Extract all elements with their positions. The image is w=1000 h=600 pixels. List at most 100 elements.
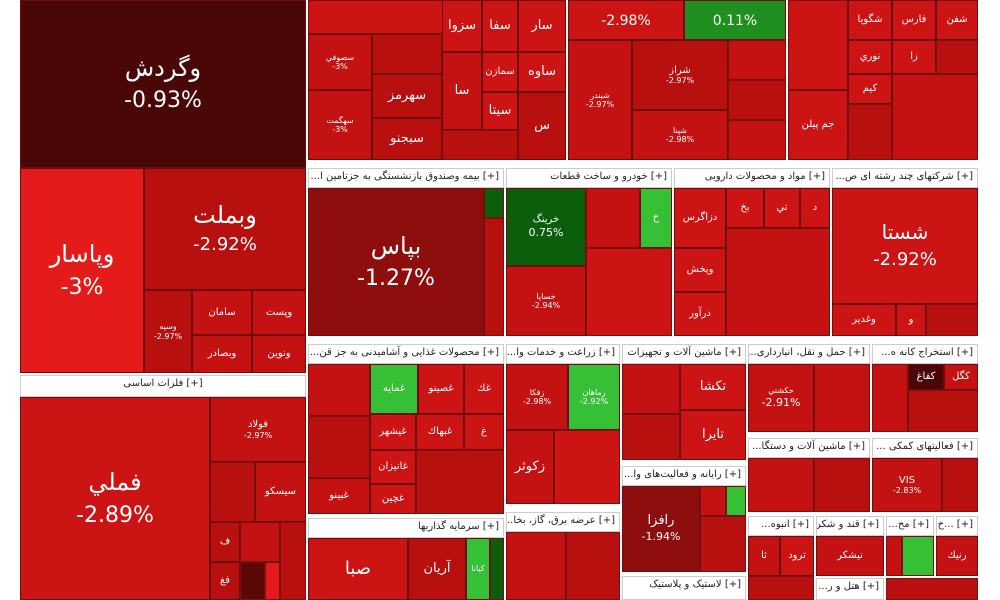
tile-saharmaz[interactable]: سهرمز <box>372 74 442 118</box>
tile-top-green[interactable]: 0.11% <box>684 0 786 40</box>
tile-small[interactable] <box>788 0 848 90</box>
group-header-mass[interactable]: [+] انبوه... <box>748 516 814 536</box>
tile-sa[interactable]: سا <box>442 52 482 130</box>
tile-kgol[interactable]: كگل <box>944 364 978 390</box>
tile-small[interactable] <box>622 364 680 414</box>
tile-small[interactable] <box>908 390 978 432</box>
tile-vnovin[interactable]: ونوین <box>252 335 306 373</box>
tile-semazan[interactable]: سمازن <box>482 52 518 92</box>
tile-small[interactable] <box>442 130 518 160</box>
tile-vgardesh[interactable]: وگردش -0.93% <box>20 0 306 168</box>
group-header-food[interactable]: [+] محصولات غذایی و آشامیدنی به جز قن... <box>308 344 504 364</box>
tile-tayera[interactable]: تايرا <box>680 410 746 460</box>
tile-sisko[interactable]: سیسکو <box>255 462 306 522</box>
tile-small[interactable] <box>942 458 978 512</box>
tile-small[interactable] <box>748 458 814 512</box>
tile-small[interactable] <box>886 536 902 576</box>
tile-f[interactable]: ف <box>210 522 240 562</box>
tile-gh[interactable]: غ <box>464 414 504 450</box>
tile-shafen[interactable]: شفن <box>936 0 978 40</box>
tile-trood[interactable]: ترود <box>780 536 814 576</box>
tile-small[interactable] <box>726 228 830 336</box>
group-header-utility[interactable]: [+] عرضه برق، گاز، بخا... <box>506 512 620 532</box>
tile-small[interactable] <box>728 120 786 160</box>
tile-fgh[interactable]: فغ <box>210 562 240 600</box>
tile-small[interactable] <box>814 364 870 432</box>
tile-small[interactable] <box>416 450 504 514</box>
tile-sasofi[interactable]: سصوفي -3% <box>308 34 372 90</box>
tile-small[interactable] <box>506 532 566 600</box>
tile-sahkat[interactable]: سهگمت -3% <box>308 90 372 160</box>
group-header-insurance[interactable]: [+] بیمه وصندوق بازنشستگی به جزتامین ا..… <box>308 168 504 188</box>
tile-ghjin[interactable]: غچين <box>370 484 416 514</box>
group-header-sugar[interactable]: [+] قند و شکر <box>816 516 884 536</box>
tile-shbandar[interactable]: شبندر -2.97% <box>568 40 632 160</box>
tile-vbsadr[interactable]: وبصادر <box>192 335 252 373</box>
tile-ta[interactable]: ثا <box>748 536 780 576</box>
tile-s[interactable]: س <box>518 92 566 160</box>
tile-jampilan[interactable]: جم پيلن <box>788 90 848 160</box>
group-header-pharma2[interactable]: [+] مح... <box>886 516 934 536</box>
tile-ti[interactable]: تي <box>764 188 800 228</box>
tile-small[interactable] <box>280 522 306 600</box>
tile-vsapa[interactable]: وسپه -2.97% <box>144 290 192 373</box>
tile-khsapa[interactable]: خساپا -2.94% <box>506 266 586 336</box>
tile-sita[interactable]: سيتا <box>482 92 518 130</box>
tile-small[interactable] <box>622 414 680 460</box>
tile-sar[interactable]: سار <box>518 0 566 52</box>
tile-small[interactable] <box>728 40 786 80</box>
tile-ghamayeh[interactable]: غمايه <box>370 364 418 414</box>
tile-ghasino[interactable]: غصينو <box>418 364 464 414</box>
tile-ariyan[interactable]: آريان <box>408 538 466 600</box>
group-header-pharma[interactable]: [+] مواد و محصولات دارویی <box>674 168 830 188</box>
tile-top-pct[interactable]: -2.98% <box>568 0 684 40</box>
tile-vpasar[interactable]: وپاسار -3% <box>20 168 144 373</box>
tile-shgooya[interactable]: شگويا <box>848 0 892 40</box>
tile-small[interactable] <box>566 532 620 600</box>
group-header-machinery2[interactable]: [+] ماشین آلات و دستگا... <box>748 438 870 458</box>
tile-hkashti[interactable]: حكشتي -2.91% <box>748 364 814 432</box>
tile-small[interactable] <box>748 576 814 600</box>
tile-small[interactable] <box>728 80 786 120</box>
tile-fulad[interactable]: فولاد -2.97% <box>210 397 306 462</box>
tile-nishkar[interactable]: نيشكر <box>816 536 884 576</box>
tile-vpost[interactable]: وپست <box>252 290 306 335</box>
tile-small[interactable] <box>848 104 892 160</box>
tile-small[interactable] <box>308 416 370 478</box>
tile-small[interactable] <box>902 536 934 576</box>
tile-rnik[interactable]: رنيك <box>936 536 978 576</box>
tile-small[interactable] <box>240 522 280 562</box>
tile-safa[interactable]: سفا <box>482 0 518 52</box>
tile-small[interactable] <box>700 516 746 572</box>
tile-saman[interactable]: سامان <box>192 290 252 335</box>
tile-small[interactable] <box>210 462 255 522</box>
group-header-hotel[interactable]: [+] هتل و ر... <box>816 578 884 600</box>
tile-small[interactable] <box>554 430 620 504</box>
tile-small[interactable] <box>490 538 504 600</box>
group-header-auto[interactable]: [+] خودرو و ساخت قطعات <box>506 168 672 188</box>
tile-small[interactable] <box>586 248 672 336</box>
tile-kiana[interactable]: كيانا <box>466 538 490 600</box>
tile-ghbahak[interactable]: غبهاك <box>416 414 464 450</box>
group-header-misc[interactable]: [+] ...خ <box>936 516 978 536</box>
group-header-mining[interactable]: [+] استخراج کانه ه... <box>872 344 978 364</box>
tile-kim[interactable]: كيم <box>848 74 892 104</box>
tile-femli[interactable]: فملي -2.89% <box>20 397 210 600</box>
tile-ghanizan[interactable]: غانيزان <box>370 450 416 484</box>
tile-za[interactable]: زا <box>892 40 936 74</box>
tile-fars[interactable]: فارس <box>892 0 936 40</box>
tile-vpakhsh[interactable]: وپخش <box>674 248 726 292</box>
tile-small[interactable] <box>700 486 726 516</box>
tile-sebjno[interactable]: سبجنو <box>372 118 442 160</box>
tile-small[interactable] <box>265 562 280 600</box>
tile-ghak[interactable]: غك <box>464 364 504 414</box>
tile-d[interactable]: د <box>800 188 830 228</box>
tile-small[interactable] <box>308 364 370 416</box>
group-header-basic-metals[interactable]: [+] فلزات اساسی <box>20 375 306 397</box>
tile-shasta[interactable]: شستا -2.92% <box>832 188 978 304</box>
tile-small[interactable] <box>814 458 870 512</box>
tile-bpas[interactable]: بپاس -1.27% <box>308 188 484 336</box>
group-header-investment[interactable]: [+] سرمایه گذاریها <box>308 518 504 538</box>
tile-rafaza[interactable]: رافزا -1.94% <box>622 486 700 572</box>
tile-savah[interactable]: ساوه <box>518 52 566 92</box>
